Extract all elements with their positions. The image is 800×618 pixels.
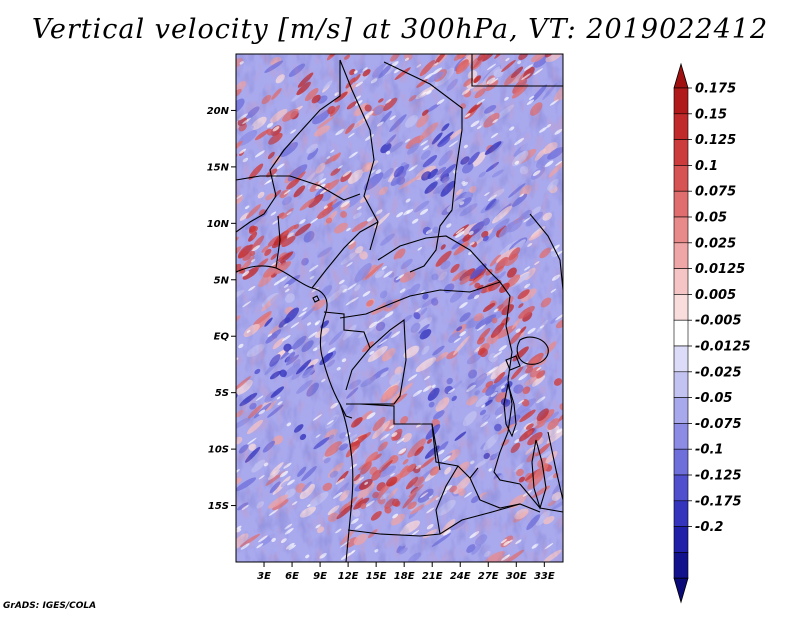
lat-tick-label: EQ bbox=[214, 332, 230, 343]
mozambique-coast bbox=[547, 431, 563, 501]
colorbar-label: -0.025 bbox=[695, 365, 742, 380]
mali-niger-border bbox=[299, 60, 341, 133]
colorbar-swatch bbox=[673, 216, 689, 244]
lon-tick-label: 3E bbox=[257, 571, 271, 582]
colorbar-label: -0.175 bbox=[695, 494, 742, 509]
libya-chad-border bbox=[383, 61, 463, 130]
colorbar-label: -0.005 bbox=[695, 314, 742, 329]
lake-victoria bbox=[516, 336, 549, 365]
lat-tick-label: 20N bbox=[207, 106, 230, 117]
sudan-border bbox=[471, 54, 563, 87]
nigeria-benin-border bbox=[275, 215, 281, 269]
lon-tick-label: 33E bbox=[534, 571, 555, 582]
lon-tick-label: 9E bbox=[313, 571, 327, 582]
colorbar-label: 0.05 bbox=[695, 211, 727, 226]
colorbar: 0.175 0.15 0.125 0.1 0.075 0.05 0.025 0.0125 0.0… bbox=[673, 62, 751, 604]
lat-tick-label: 15N bbox=[207, 162, 230, 173]
drc-east-border bbox=[493, 281, 521, 485]
colorbar-top-arrow bbox=[673, 62, 689, 89]
west-african-coastline bbox=[236, 265, 354, 562]
colorbar-swatch bbox=[673, 371, 689, 398]
colorbar-label: -0.125 bbox=[695, 469, 742, 484]
inner-west-border bbox=[236, 131, 301, 233]
gulf-of-guinea-island bbox=[312, 295, 320, 303]
lat-tick-label: 5N bbox=[214, 275, 230, 286]
colorbar-label: -0.0125 bbox=[695, 340, 751, 355]
colorbar-swatch bbox=[673, 552, 689, 579]
colorbar-label: -0.075 bbox=[695, 417, 742, 432]
colorbar-swatch bbox=[673, 448, 689, 476]
tanzania-border bbox=[519, 483, 563, 513]
chad-sudan-border bbox=[409, 129, 463, 273]
colorbar-label: 0.15 bbox=[695, 107, 727, 122]
colorbar-label: 0.125 bbox=[695, 133, 736, 148]
longitude-axis: 3E 6E 9E 12E 15E 18E 21E 24E 27E 30E 33E bbox=[257, 562, 555, 582]
colorbar-swatch bbox=[673, 500, 689, 527]
colorbar-label: 0.005 bbox=[695, 288, 736, 303]
dr-congo-cabinda bbox=[339, 403, 353, 419]
colorbar-swatch bbox=[673, 242, 689, 269]
colorbar-swatch bbox=[673, 294, 689, 321]
lon-tick-label: 27E bbox=[478, 571, 499, 582]
zambia-zimbabwe-border bbox=[469, 477, 541, 513]
coastlines-and-borders bbox=[236, 54, 563, 562]
map-frame bbox=[235, 53, 564, 563]
car-border bbox=[377, 235, 501, 283]
colorbar-label: 0.0125 bbox=[695, 262, 745, 277]
colorbar-label: -0.05 bbox=[695, 391, 732, 406]
rwanda-burundi bbox=[505, 355, 521, 371]
sahel-border bbox=[236, 175, 361, 201]
east-africa-border bbox=[529, 213, 563, 291]
colorbar-swatch bbox=[673, 268, 689, 295]
colorbar-swatch bbox=[673, 474, 689, 502]
lake-tanganyika bbox=[503, 383, 517, 438]
colorbar-label: -0.1 bbox=[695, 443, 723, 458]
colorbar-label: -0.2 bbox=[695, 520, 723, 535]
colorbar-swatch bbox=[673, 319, 689, 347]
lon-tick-label: 6E bbox=[285, 571, 299, 582]
gabon-border bbox=[323, 311, 371, 391]
colorbar-label: 0.025 bbox=[695, 236, 736, 251]
map-title: Vertical velocity [m/s] at 300hPa, VT: 2… bbox=[31, 14, 769, 45]
lat-tick-label: 10N bbox=[207, 219, 230, 230]
lon-tick-label: 15E bbox=[366, 571, 387, 582]
lon-tick-label: 30E bbox=[506, 571, 527, 582]
lon-tick-label: 12E bbox=[338, 571, 359, 582]
colorbar-swatch bbox=[673, 87, 689, 115]
colorbar-label: 0.175 bbox=[695, 82, 736, 97]
colorbar-swatch bbox=[673, 526, 689, 553]
colorbar-swatch bbox=[673, 113, 689, 140]
nigeria-cameroon-border bbox=[311, 221, 379, 289]
grads-credit: GrADS: IGES/COLA bbox=[3, 601, 97, 611]
colorbar-swatch bbox=[673, 139, 689, 166]
colorbar-swatch bbox=[673, 190, 689, 218]
colorbar-bottom-arrow bbox=[673, 577, 689, 604]
lat-tick-label: 10S bbox=[208, 445, 229, 456]
colorbar-swatch bbox=[673, 397, 689, 424]
zambia-border bbox=[435, 465, 459, 535]
colorbar-label: 0.1 bbox=[695, 159, 718, 174]
lon-tick-label: 18E bbox=[394, 571, 415, 582]
colorbar-swatch bbox=[673, 345, 689, 373]
angola-zambia-border-2 bbox=[431, 423, 441, 471]
colorbar-swatch bbox=[673, 165, 689, 192]
colorbar-label: 0.075 bbox=[695, 185, 736, 200]
lon-tick-label: 21E bbox=[422, 571, 443, 582]
drc-angola-border bbox=[359, 403, 479, 479]
latitude-axis: 20N 15N 10N 5N EQ 5S 10S 15S bbox=[207, 106, 236, 512]
colorbar-swatch bbox=[673, 423, 689, 450]
cameroon-congo-border bbox=[339, 281, 501, 319]
lat-tick-label: 5S bbox=[215, 388, 229, 399]
lat-tick-label: 15S bbox=[208, 501, 229, 512]
lon-tick-label: 24E bbox=[450, 571, 471, 582]
